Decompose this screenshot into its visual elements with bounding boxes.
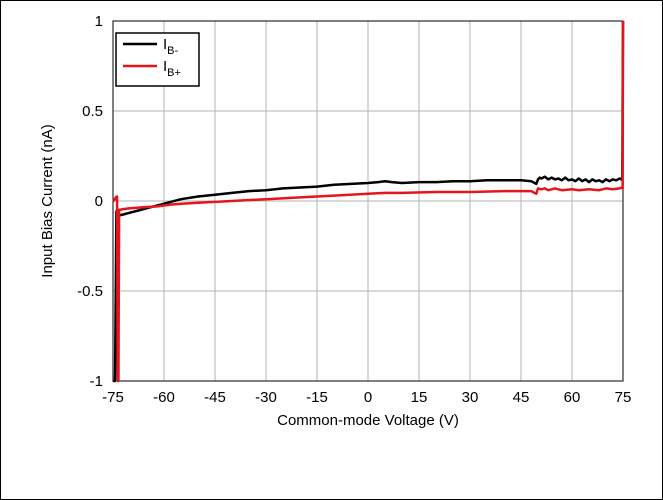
x-tick-label: 15 bbox=[411, 389, 428, 406]
y-tick-label: -1 bbox=[90, 373, 103, 390]
legend-entry-ib-plus: IB+ bbox=[163, 58, 181, 79]
y-axis-label: Input Bias Current (nA) bbox=[39, 124, 56, 277]
legend-entry-ib-minus: IB- bbox=[163, 36, 179, 57]
legend-box bbox=[115, 32, 200, 87]
y-tick-label: -0.5 bbox=[77, 283, 103, 300]
y-tick-label: 0 bbox=[95, 193, 103, 210]
x-tick-label: -75 bbox=[102, 389, 124, 406]
y-tick-label: 1 bbox=[95, 13, 103, 30]
x-tick-label: -15 bbox=[306, 389, 328, 406]
legend-main: I bbox=[163, 58, 167, 75]
legend: IB- IB+ bbox=[115, 32, 200, 87]
legend-subscript: B+ bbox=[167, 67, 181, 79]
x-tick-labels: -75 -60 -45 -30 -15 0 15 30 45 60 75 bbox=[102, 389, 631, 406]
series-line-ib-plus bbox=[112, 20, 625, 383]
y-tick-label: 0.5 bbox=[82, 103, 103, 120]
x-tick-label: 60 bbox=[564, 389, 581, 406]
x-tick-label: 45 bbox=[513, 389, 530, 406]
x-tick-label: -30 bbox=[255, 389, 277, 406]
x-tick-label: 30 bbox=[462, 389, 479, 406]
x-tick-label: 75 bbox=[615, 389, 632, 406]
series-layer bbox=[112, 20, 625, 383]
legend-subscript: B- bbox=[167, 45, 178, 57]
x-tick-label: 0 bbox=[364, 389, 372, 406]
y-tick-labels: -1 -0.5 0 0.5 1 bbox=[77, 13, 103, 390]
series-line-ib-minus bbox=[113, 20, 625, 383]
x-axis-label: Common-mode Voltage (V) bbox=[277, 412, 459, 429]
x-tick-label: -60 bbox=[153, 389, 175, 406]
x-tick-label: -45 bbox=[204, 389, 226, 406]
legend-main: I bbox=[163, 36, 167, 53]
